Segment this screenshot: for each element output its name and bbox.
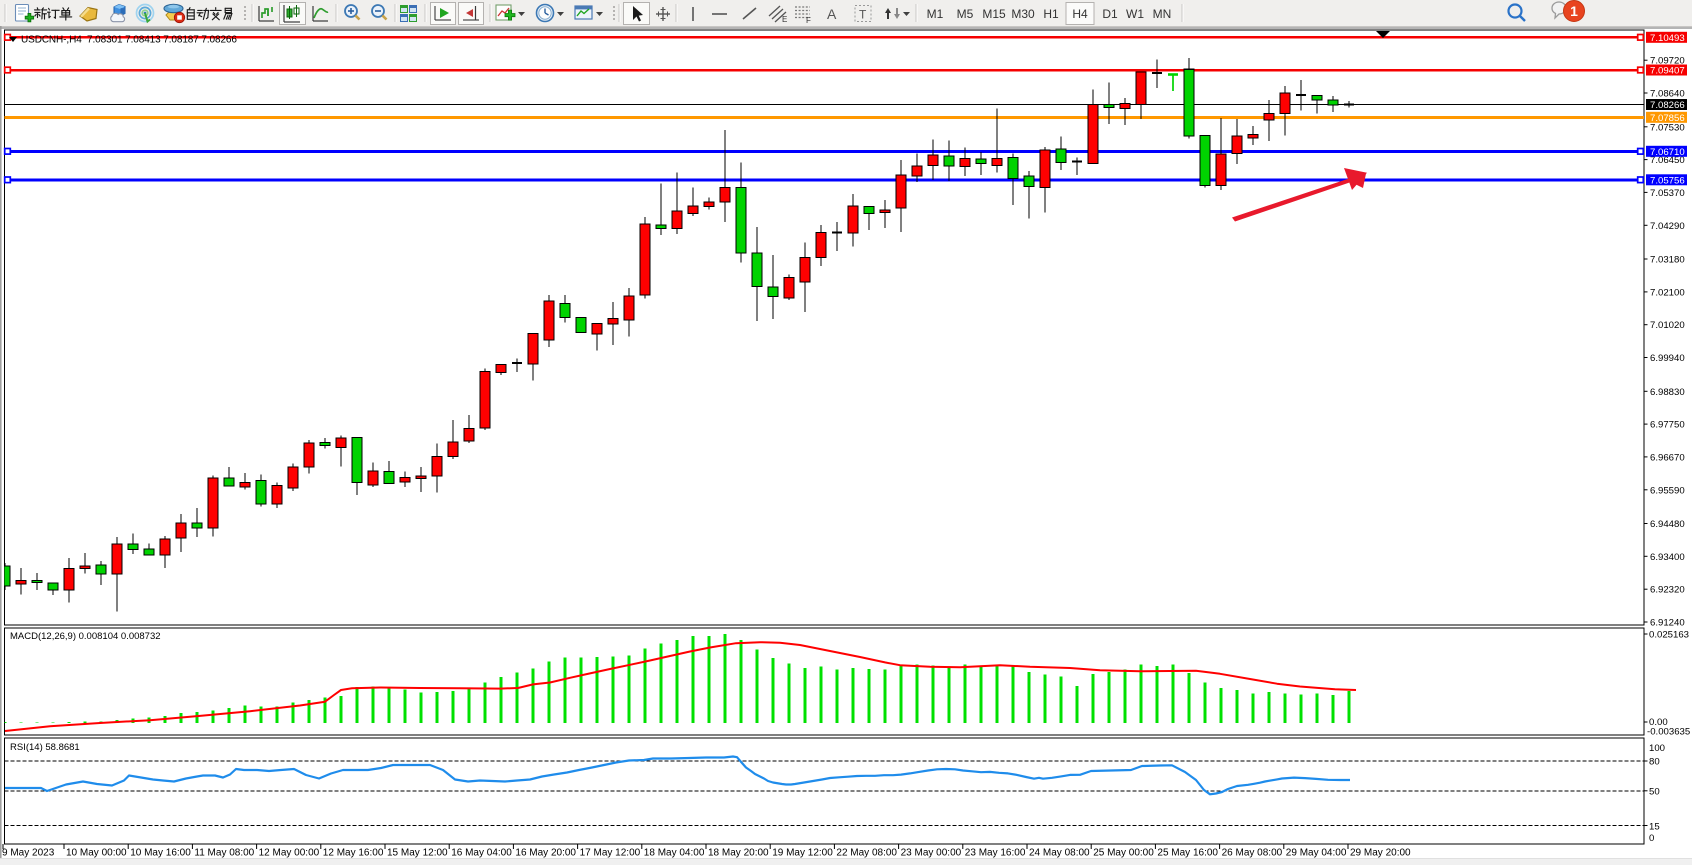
svg-text:29 May 04:00: 29 May 04:00 — [1286, 848, 1347, 859]
svg-text:7.10493: 7.10493 — [1650, 33, 1685, 44]
svg-text:50: 50 — [1649, 786, 1660, 797]
svg-text:1: 1 — [1570, 3, 1578, 19]
svg-text:T: T — [859, 8, 867, 22]
svg-text:0: 0 — [1649, 833, 1654, 844]
svg-text:19 May 12:00: 19 May 12:00 — [772, 848, 833, 859]
svg-text:MACD(12,26,9) 0.008104 0.00873: MACD(12,26,9) 0.008104 0.008732 — [10, 631, 161, 642]
svg-text:RSI(14) 58.8681: RSI(14) 58.8681 — [10, 742, 80, 753]
svg-text:7.05756: 7.05756 — [1650, 175, 1685, 186]
svg-text:7.03180: 7.03180 — [1650, 255, 1685, 266]
svg-text:6.93400: 6.93400 — [1650, 552, 1685, 563]
svg-text:6.95590: 6.95590 — [1650, 485, 1685, 496]
svg-text:-0.003635: -0.003635 — [1647, 727, 1690, 738]
svg-text:10 May 00:00: 10 May 00:00 — [66, 848, 127, 859]
svg-text:6.99940: 6.99940 — [1650, 353, 1685, 364]
svg-text:H4: H4 — [1072, 7, 1088, 21]
svg-text:6.97750: 6.97750 — [1650, 420, 1685, 431]
svg-text:W1: W1 — [1126, 7, 1144, 21]
svg-text:6.91240: 6.91240 — [1650, 618, 1685, 629]
svg-text:M30: M30 — [1011, 7, 1035, 21]
svg-text:25 May 16:00: 25 May 16:00 — [1157, 848, 1218, 859]
svg-text:H1: H1 — [1043, 7, 1059, 21]
svg-text:7.05370: 7.05370 — [1650, 188, 1685, 199]
svg-text:7.08640: 7.08640 — [1650, 89, 1685, 100]
svg-text:18 May 04:00: 18 May 04:00 — [644, 848, 705, 859]
svg-text:23 May 00:00: 23 May 00:00 — [901, 848, 962, 859]
svg-text:M15: M15 — [982, 7, 1006, 21]
svg-text:6.96670: 6.96670 — [1650, 452, 1685, 463]
svg-text:7.07530: 7.07530 — [1650, 122, 1685, 133]
svg-text:15 May 12:00: 15 May 12:00 — [387, 848, 448, 859]
svg-text:M1: M1 — [927, 7, 944, 21]
svg-text:16 May 04:00: 16 May 04:00 — [451, 848, 512, 859]
svg-text:A: A — [827, 6, 837, 22]
svg-text:M5: M5 — [957, 7, 974, 21]
svg-text:0.025163: 0.025163 — [1649, 630, 1689, 641]
svg-text:10 May 16:00: 10 May 16:00 — [130, 848, 191, 859]
svg-text:6.92320: 6.92320 — [1650, 585, 1685, 596]
svg-text:7.01020: 7.01020 — [1650, 320, 1685, 331]
svg-text:9 May 2023: 9 May 2023 — [2, 848, 55, 859]
svg-text:7.04290: 7.04290 — [1650, 221, 1685, 232]
svg-text:D1: D1 — [1102, 7, 1118, 21]
svg-text:17 May 12:00: 17 May 12:00 — [580, 848, 641, 859]
svg-text:MN: MN — [1153, 7, 1172, 21]
svg-text:7.06710: 7.06710 — [1650, 147, 1685, 158]
svg-text:26 May 08:00: 26 May 08:00 — [1222, 848, 1283, 859]
svg-text:15: 15 — [1649, 821, 1660, 832]
svg-text:22 May 08:00: 22 May 08:00 — [836, 848, 897, 859]
svg-text:24 May 08:00: 24 May 08:00 — [1029, 848, 1090, 859]
svg-text:6.98830: 6.98830 — [1650, 387, 1685, 398]
svg-text:100: 100 — [1649, 743, 1665, 754]
svg-text:USDCNH-,H4 7.08301 7.08413 7.: USDCNH-,H4 7.08301 7.08413 7.08187 7.082… — [21, 35, 237, 46]
svg-text:7.02100: 7.02100 — [1650, 287, 1685, 298]
svg-text:E: E — [782, 15, 787, 24]
svg-text:7.07856: 7.07856 — [1650, 113, 1685, 124]
svg-text:F: F — [806, 16, 811, 25]
svg-text:80: 80 — [1649, 757, 1660, 768]
svg-text:18 May 20:00: 18 May 20:00 — [708, 848, 769, 859]
svg-text:7.08266: 7.08266 — [1650, 100, 1685, 111]
svg-text:25 May 00:00: 25 May 00:00 — [1093, 848, 1154, 859]
svg-text:12 May 16:00: 12 May 16:00 — [323, 848, 384, 859]
svg-text:7.06450: 7.06450 — [1650, 155, 1685, 166]
svg-text:6.94480: 6.94480 — [1650, 519, 1685, 530]
svg-text:29 May 20:00: 29 May 20:00 — [1350, 848, 1411, 859]
svg-text:11 May 08:00: 11 May 08:00 — [194, 848, 254, 859]
svg-text:16 May 20:00: 16 May 20:00 — [515, 848, 576, 859]
svg-text:23 May 16:00: 23 May 16:00 — [965, 848, 1026, 859]
svg-text:7.09720: 7.09720 — [1650, 56, 1685, 67]
svg-text:7.09407: 7.09407 — [1650, 66, 1685, 77]
svg-text:12 May 00:00: 12 May 00:00 — [259, 848, 320, 859]
svg-text:0.00: 0.00 — [1649, 717, 1668, 728]
